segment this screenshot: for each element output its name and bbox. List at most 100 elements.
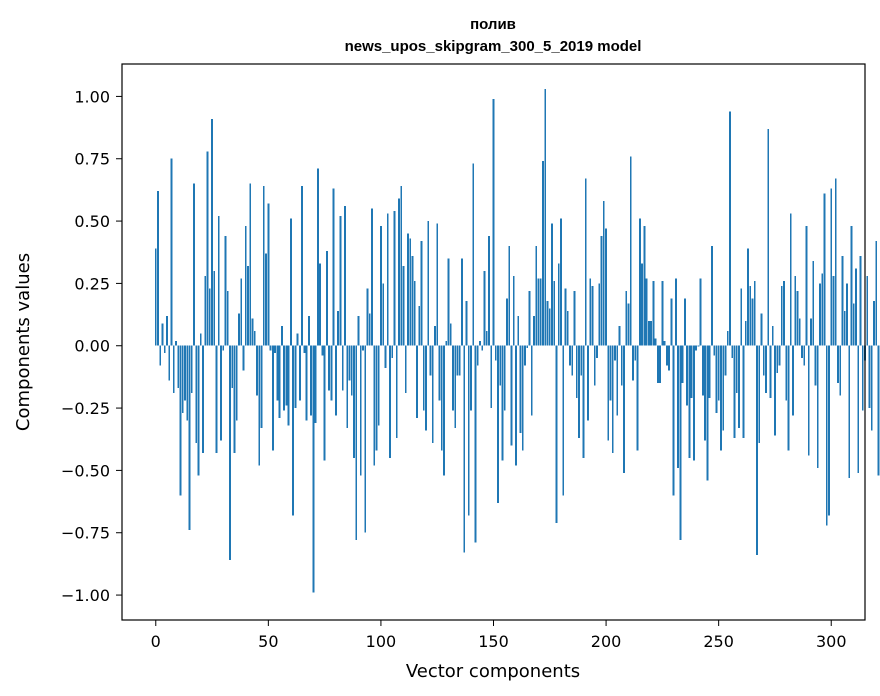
bar [422, 345, 425, 411]
bar [434, 325, 436, 346]
bar [438, 345, 441, 401]
bar [877, 345, 880, 476]
bar [542, 161, 544, 346]
bar [303, 345, 306, 354]
bar [832, 275, 835, 346]
bar [677, 345, 680, 468]
bar [848, 345, 851, 478]
bar [697, 345, 700, 347]
bar [161, 323, 164, 346]
bar [837, 345, 839, 384]
bar [834, 178, 837, 346]
bar [861, 345, 864, 411]
bar [463, 345, 466, 553]
bar [334, 345, 337, 416]
bar [530, 345, 533, 416]
bar [765, 345, 767, 394]
bar [683, 298, 686, 346]
bar [634, 345, 637, 361]
bar [166, 315, 168, 346]
bar [316, 168, 319, 346]
bar [485, 330, 488, 346]
bar [389, 345, 391, 458]
bar [215, 345, 218, 453]
bar [857, 345, 860, 473]
bar [787, 345, 790, 451]
bar [427, 221, 430, 346]
bar [726, 330, 729, 346]
bar [458, 345, 461, 376]
bar [242, 345, 245, 371]
bar [846, 283, 848, 346]
bar [729, 111, 731, 346]
bar [233, 345, 236, 453]
bar [762, 345, 765, 376]
bar [359, 345, 362, 476]
bar [866, 275, 869, 346]
bar [760, 313, 763, 346]
bar [199, 333, 202, 346]
bar [823, 193, 826, 346]
bar [362, 345, 364, 351]
bar [296, 333, 299, 346]
y-tick-label: 0.25 [74, 274, 110, 293]
bar [852, 303, 855, 346]
bar [774, 345, 776, 436]
bar [670, 298, 673, 346]
bar [855, 268, 857, 346]
bar [533, 315, 535, 346]
bar [596, 345, 598, 359]
bar [436, 223, 439, 346]
bar [692, 345, 695, 461]
bar [494, 345, 497, 361]
bar [353, 345, 355, 458]
bar [256, 345, 258, 396]
bar [627, 303, 630, 346]
bar [557, 263, 560, 346]
bar [384, 345, 387, 369]
bar [598, 283, 601, 346]
bar [413, 280, 416, 346]
y-tick-label: 1.00 [74, 87, 110, 106]
bar [416, 345, 418, 419]
bar [400, 186, 403, 346]
bar [810, 318, 812, 346]
bar [870, 345, 873, 431]
bar [454, 345, 457, 429]
bar [425, 345, 427, 431]
bar [641, 263, 643, 346]
bar [186, 345, 189, 421]
x-tick-label: 100 [366, 632, 397, 651]
bar [449, 323, 452, 346]
bar [611, 345, 614, 453]
bar [440, 345, 443, 451]
bar [769, 345, 772, 399]
bar [253, 330, 256, 346]
bar [402, 265, 405, 346]
bar [668, 345, 671, 371]
bar [524, 345, 526, 366]
bar [701, 345, 704, 396]
bar [341, 345, 344, 391]
y-tick-label: −0.50 [61, 461, 110, 480]
bar [386, 213, 389, 346]
bar [305, 345, 308, 421]
bar [364, 345, 367, 533]
bar [445, 340, 448, 346]
bar [447, 258, 450, 346]
bar [298, 345, 301, 401]
bar [238, 313, 240, 346]
bar [708, 345, 711, 399]
bar [778, 345, 781, 366]
bar [429, 345, 432, 376]
bar [805, 226, 808, 346]
bar [623, 345, 625, 473]
bar [213, 270, 216, 346]
bar [262, 186, 265, 346]
bar [217, 216, 220, 346]
bar [310, 345, 313, 416]
bar [348, 345, 351, 381]
bar [490, 345, 493, 409]
bar [409, 238, 412, 346]
